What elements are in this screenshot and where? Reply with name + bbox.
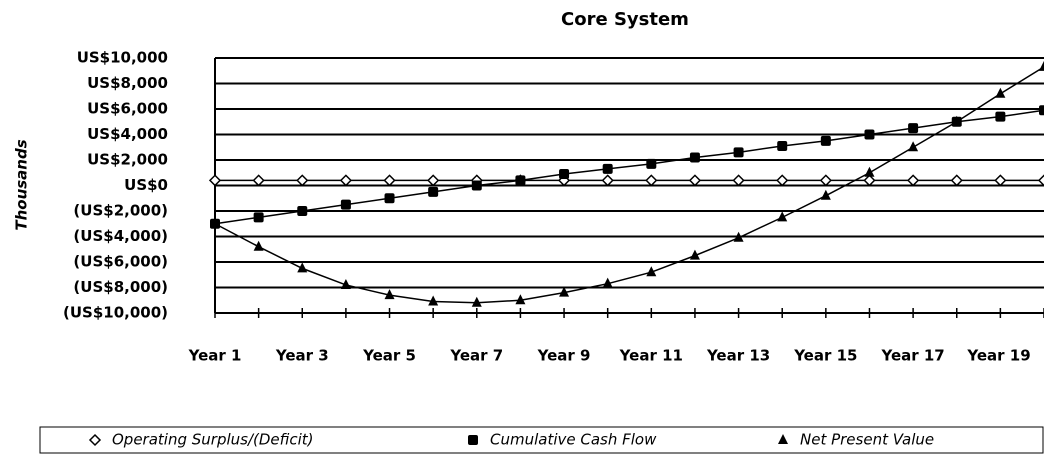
marker-diamond bbox=[688, 174, 702, 187]
series-line bbox=[214, 109, 1044, 225]
marker-triangle bbox=[777, 211, 788, 222]
marker-square bbox=[515, 175, 526, 186]
marker-diamond bbox=[601, 174, 614, 187]
marker-triangle bbox=[646, 266, 657, 277]
marker-diamond bbox=[776, 174, 789, 187]
marker-square bbox=[864, 129, 875, 140]
x-tick-label: Year 7 bbox=[449, 347, 503, 365]
marker-triangle bbox=[1039, 60, 1044, 71]
marker-triangle bbox=[428, 295, 439, 306]
x-tick-label: Year 11 bbox=[619, 347, 683, 365]
marker-triangle bbox=[864, 166, 875, 177]
x-tick-label: Year 17 bbox=[880, 347, 944, 365]
marker-diamond bbox=[427, 174, 440, 187]
legend-label: Net Present Value bbox=[800, 431, 934, 449]
legend-box bbox=[39, 426, 1044, 454]
y-tick-label: (US$4,000) bbox=[73, 227, 168, 245]
y-tick-label: US$2,000 bbox=[87, 151, 168, 169]
marker-diamond bbox=[383, 174, 396, 187]
marker-square bbox=[995, 111, 1006, 122]
marker-square bbox=[428, 186, 439, 197]
marker-diamond bbox=[88, 433, 102, 447]
x-tick-label: Year 15 bbox=[793, 347, 857, 365]
x-tick-label: Year 1 bbox=[188, 347, 242, 365]
marker-diamond bbox=[732, 174, 745, 187]
marker-triangle bbox=[908, 141, 919, 152]
legend-label: Operating Surplus/(Deficit) bbox=[112, 431, 314, 449]
marker-triangle bbox=[297, 262, 308, 273]
y-tick-label: (US$10,000) bbox=[63, 304, 168, 322]
x-tick-label: Year 5 bbox=[362, 347, 416, 365]
marker-diamond bbox=[296, 174, 309, 187]
y-tick-label: US$10,000 bbox=[77, 49, 168, 67]
x-tick-label: Year 13 bbox=[706, 347, 770, 365]
marker-square bbox=[908, 123, 919, 134]
marker-triangle bbox=[210, 217, 220, 228]
x-tick-label: Year 19 bbox=[966, 347, 1030, 365]
marker-square bbox=[471, 180, 482, 191]
y-axis-label: Thousands bbox=[13, 139, 31, 230]
y-tick-label: (US$2,000) bbox=[73, 202, 168, 220]
marker-square bbox=[1039, 105, 1044, 116]
marker-diamond bbox=[1037, 174, 1044, 187]
y-tick-label: US$6,000 bbox=[87, 100, 168, 118]
marker-triangle bbox=[733, 231, 744, 242]
x-tick-label: Year 9 bbox=[537, 347, 591, 365]
marker-diamond bbox=[252, 174, 265, 187]
marker-diamond bbox=[994, 174, 1007, 187]
marker-square bbox=[253, 212, 264, 223]
marker-triangle bbox=[778, 434, 788, 444]
chart-title: Core System bbox=[561, 9, 689, 30]
y-tick-label: US$8,000 bbox=[87, 74, 168, 92]
marker-square bbox=[820, 135, 831, 146]
marker-diamond bbox=[819, 174, 832, 187]
y-tick-label: US$4,000 bbox=[87, 125, 168, 143]
marker-triangle bbox=[384, 289, 395, 300]
legend-label: Cumulative Cash Flow bbox=[490, 431, 657, 449]
y-tick-label: US$0 bbox=[124, 176, 168, 194]
y-tick-label: (US$6,000) bbox=[73, 253, 168, 271]
marker-square bbox=[733, 147, 744, 158]
marker-triangle bbox=[995, 87, 1006, 98]
marker-square bbox=[646, 158, 657, 169]
marker-triangle bbox=[602, 277, 613, 288]
series-line bbox=[214, 66, 1044, 304]
marker-triangle bbox=[471, 296, 482, 307]
marker-diamond bbox=[645, 174, 658, 187]
marker-diamond bbox=[339, 174, 352, 187]
marker-triangle bbox=[559, 286, 570, 297]
marker-square bbox=[384, 193, 395, 204]
marker-square bbox=[602, 163, 613, 174]
marker-square bbox=[777, 140, 788, 151]
y-tick-label: (US$8,000) bbox=[73, 278, 168, 296]
marker-square bbox=[689, 152, 700, 163]
marker-diamond bbox=[950, 174, 963, 187]
x-tick-label: Year 3 bbox=[275, 347, 329, 365]
marker-diamond bbox=[863, 174, 876, 187]
marker-triangle bbox=[951, 115, 962, 126]
marker-triangle bbox=[340, 278, 351, 289]
marker-triangle bbox=[253, 240, 264, 251]
marker-diamond bbox=[907, 174, 920, 187]
marker-square bbox=[468, 435, 478, 445]
marker-triangle bbox=[820, 189, 831, 200]
marker-square bbox=[559, 169, 570, 180]
marker-triangle bbox=[515, 294, 526, 305]
marker-square bbox=[340, 199, 351, 210]
marker-diamond bbox=[208, 174, 222, 187]
marker-triangle bbox=[689, 249, 700, 260]
marker-square bbox=[297, 206, 308, 216]
